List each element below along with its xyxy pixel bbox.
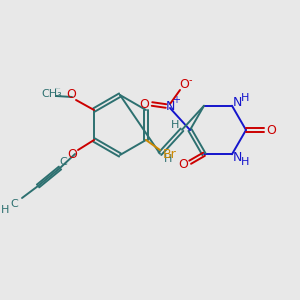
Text: N: N: [232, 96, 242, 109]
Text: H: H: [241, 93, 249, 103]
Text: O: O: [178, 158, 188, 171]
Text: H: H: [241, 157, 249, 167]
Text: C: C: [10, 199, 18, 209]
Text: O: O: [66, 88, 76, 101]
Text: H: H: [171, 120, 179, 130]
Text: N: N: [232, 151, 242, 164]
Text: -: -: [188, 75, 192, 85]
Text: methoxy: methoxy: [55, 87, 61, 88]
Text: O: O: [179, 79, 189, 92]
Text: C: C: [59, 157, 67, 167]
Text: Br: Br: [163, 148, 177, 160]
Text: O: O: [139, 98, 149, 110]
Text: H: H: [1, 205, 9, 215]
Text: O: O: [266, 124, 276, 136]
Text: N: N: [165, 100, 175, 112]
Text: O: O: [67, 148, 77, 161]
Text: CH₃: CH₃: [42, 89, 62, 99]
Text: H: H: [164, 154, 172, 164]
Text: +: +: [172, 95, 180, 105]
